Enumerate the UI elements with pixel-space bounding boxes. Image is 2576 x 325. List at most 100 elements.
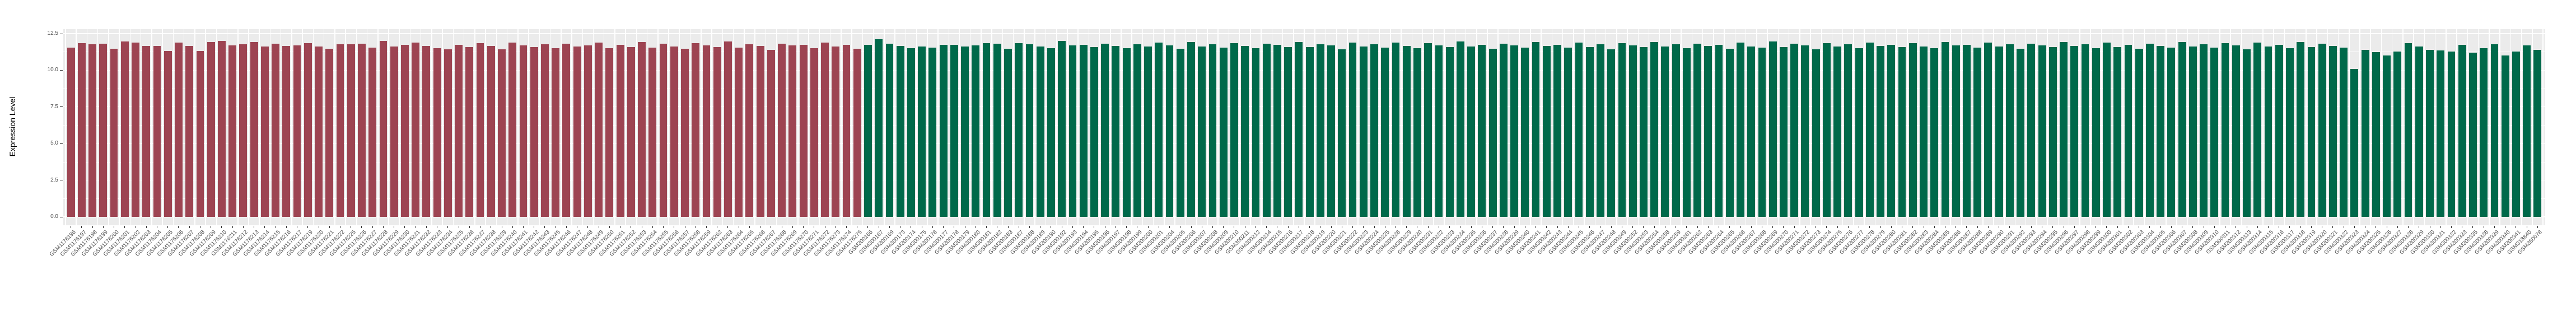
gridline-v	[237, 29, 239, 225]
gridline-v	[969, 29, 971, 225]
bar	[2469, 53, 2477, 217]
bar	[2361, 50, 2369, 217]
x-tick	[522, 226, 524, 228]
bar	[573, 47, 581, 217]
bar	[1467, 47, 1476, 217]
gridline-v	[151, 29, 152, 225]
gridline-v	[2273, 29, 2274, 225]
gridline-v	[2122, 29, 2124, 225]
bar	[196, 50, 204, 217]
x-tick	[189, 226, 190, 228]
gridline-v	[916, 29, 917, 225]
bar	[1747, 46, 1756, 217]
gridline-v	[474, 29, 475, 225]
gridline-v	[1993, 29, 1994, 225]
bar	[2480, 48, 2488, 217]
bar	[853, 49, 861, 217]
bar	[239, 44, 248, 217]
gridline-v	[1767, 29, 1768, 225]
gridline-v	[1293, 29, 1294, 225]
bar	[2458, 45, 2466, 217]
gridline-v	[1185, 29, 1187, 225]
x-tick	[1126, 226, 1127, 228]
bar	[1758, 47, 1766, 217]
bar	[885, 44, 894, 217]
bar	[1208, 44, 1217, 217]
x-tick	[587, 226, 589, 228]
x-tick	[178, 226, 179, 228]
gridline-v	[657, 29, 659, 225]
x-tick	[1772, 226, 1774, 228]
gridline-v	[2101, 29, 2102, 225]
bar	[1790, 44, 1799, 217]
bar	[282, 45, 291, 217]
bar	[2253, 42, 2262, 217]
bar	[164, 50, 172, 217]
gridline-v	[2337, 29, 2339, 225]
bar	[2372, 52, 2380, 217]
gridline-v	[1627, 29, 1628, 225]
bar	[1661, 47, 1669, 217]
gridline-v	[2446, 29, 2447, 225]
x-tick	[2171, 226, 2172, 228]
x-tick	[2192, 226, 2194, 228]
bar	[1101, 43, 1109, 217]
x-tick	[1169, 226, 1170, 228]
bar	[950, 45, 958, 217]
bar	[1316, 44, 1324, 217]
gridline-v	[981, 29, 982, 225]
bar	[1112, 45, 1120, 217]
gridline-v	[2434, 29, 2436, 225]
x-tick	[1740, 226, 1741, 228]
gridline-v	[2133, 29, 2134, 225]
gridline-v	[463, 29, 465, 225]
gridline-v	[399, 29, 400, 225]
bar	[2297, 41, 2305, 217]
bar	[2135, 48, 2143, 217]
gridline-v	[2370, 29, 2371, 225]
gridline-v	[1401, 29, 1402, 225]
bar	[1230, 43, 1238, 217]
x-tick	[1212, 226, 1213, 228]
bar	[1618, 43, 1626, 217]
bar	[175, 43, 183, 217]
bar	[1887, 45, 1896, 217]
gridline-v	[646, 29, 648, 225]
bar	[217, 41, 226, 217]
gridline-v	[1917, 29, 1919, 225]
gridline-v	[1217, 29, 1219, 225]
bar	[1424, 43, 1432, 217]
bar	[2092, 48, 2100, 217]
gridline-v	[754, 29, 755, 225]
x-tick	[1837, 226, 1838, 228]
bar	[120, 41, 129, 217]
bar	[1930, 48, 1939, 217]
bar	[1133, 44, 1141, 217]
bar	[433, 48, 441, 217]
bar	[788, 45, 797, 217]
bar	[2005, 44, 2014, 217]
gridline-v	[991, 29, 992, 225]
bar	[2124, 45, 2132, 217]
bar	[1273, 45, 1281, 217]
bar	[842, 45, 851, 217]
x-tick	[1697, 226, 1698, 228]
gridline-v	[1584, 29, 1585, 225]
gridline-v	[485, 29, 486, 225]
bar	[2340, 47, 2348, 217]
gridline-v	[722, 29, 724, 225]
gridline-v	[108, 29, 109, 225]
gridline-v	[291, 29, 292, 225]
bar	[1284, 47, 1292, 217]
bar	[552, 48, 560, 217]
bar	[778, 43, 786, 217]
gridline-v	[2187, 29, 2188, 225]
bar	[1381, 48, 1389, 217]
bar	[2275, 44, 2283, 217]
bar	[1855, 48, 1863, 217]
x-tick	[1794, 226, 1795, 228]
x-tick	[372, 226, 373, 228]
bar	[1597, 44, 1604, 217]
gridline-v	[356, 29, 357, 225]
gridline-v	[528, 29, 529, 225]
